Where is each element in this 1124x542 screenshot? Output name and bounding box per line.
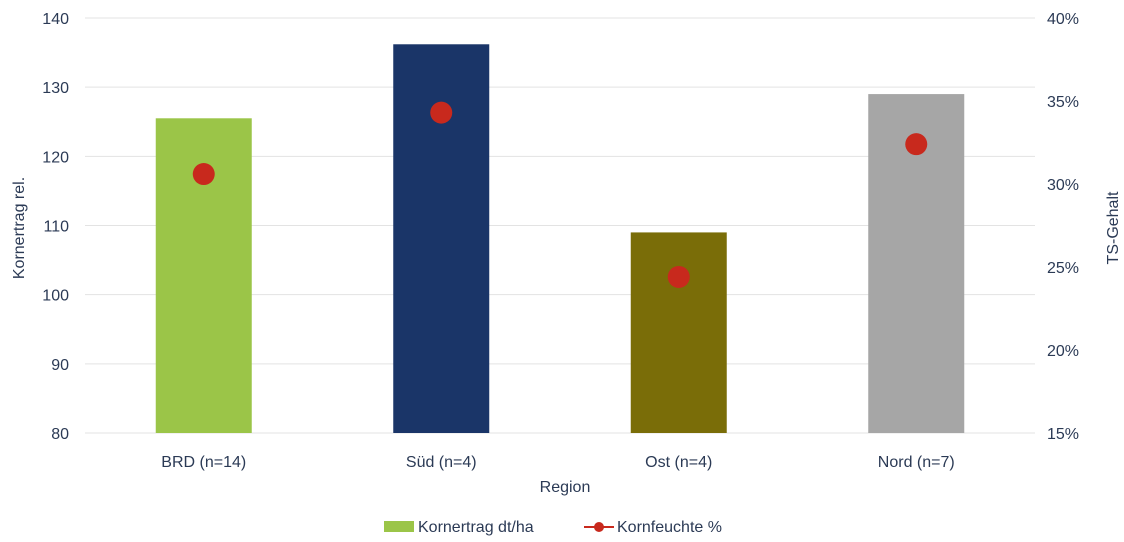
y-tick-label: 130 [42, 80, 69, 97]
y2-tick-label: 35% [1047, 94, 1079, 111]
bar [630, 232, 727, 433]
y-tick-label: 90 [51, 357, 69, 374]
y-axis-title: Kornertrag rel. [11, 177, 28, 279]
x-tick-label: Nord (n=7) [878, 454, 955, 471]
legend-marker-dot [594, 522, 604, 532]
legend: Kornertrag dt/ha Kornfeuchte % [384, 519, 722, 536]
y-tick-label: 100 [42, 288, 69, 305]
legend-label-marker: Kornfeuchte % [617, 519, 722, 536]
marker-point [905, 133, 928, 156]
x-axis-ticks: BRD (n=14) Süd (n=4) Ost (n=4) Nord (n=7) [161, 454, 954, 471]
x-tick-label: Ost (n=4) [645, 454, 712, 471]
y2-tick-label: 20% [1047, 343, 1079, 360]
bar-series [155, 44, 965, 434]
marker-point [667, 265, 690, 288]
y-tick-label: 80 [51, 426, 69, 443]
marker-point [430, 101, 453, 124]
y-tick-label: 110 [43, 219, 69, 236]
legend-label-bar: Kornertrag dt/ha [418, 519, 534, 536]
y2-tick-label: 40% [1047, 11, 1079, 28]
y-tick-label: 120 [42, 149, 69, 166]
y2-tick-label: 25% [1047, 260, 1079, 277]
y2-tick-label: 15% [1047, 426, 1079, 443]
y2-axis-title: TS-Gehalt [1105, 191, 1122, 264]
marker-point [192, 163, 215, 186]
x-tick-label: BRD (n=14) [161, 454, 246, 471]
x-axis-title: Region [540, 479, 591, 496]
y2-tick-label: 30% [1047, 177, 1079, 194]
legend-swatch-bar [384, 521, 414, 532]
x-tick-label: Süd (n=4) [406, 454, 477, 471]
marker-series [192, 101, 928, 288]
right-axis-ticks: 15% 20% 25% 30% 35% 40% [1047, 11, 1079, 443]
y-tick-label: 140 [42, 11, 69, 28]
left-axis-ticks: 80 90 100 110 120 130 140 [42, 11, 69, 443]
